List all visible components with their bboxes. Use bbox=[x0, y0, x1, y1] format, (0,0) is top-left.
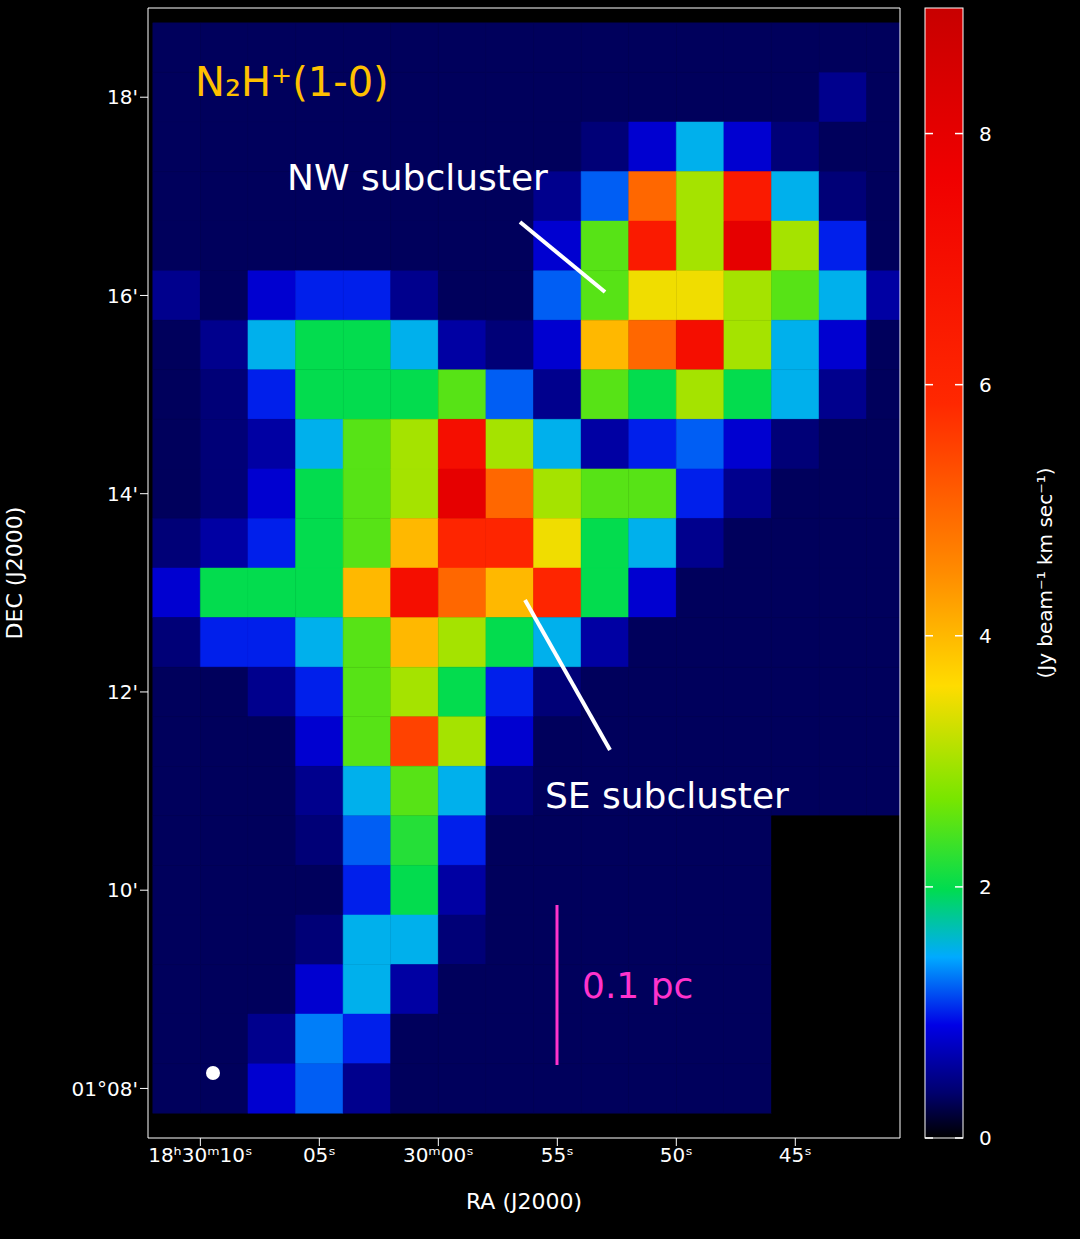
svg-text:10': 10' bbox=[107, 878, 138, 902]
svg-text:DEC (J2000): DEC (J2000) bbox=[2, 507, 27, 640]
svg-text:SE subcluster: SE subcluster bbox=[545, 775, 789, 816]
svg-text:0: 0 bbox=[979, 1126, 992, 1150]
svg-text:N₂H⁺(1-0): N₂H⁺(1-0) bbox=[195, 59, 389, 105]
svg-text:18': 18' bbox=[107, 85, 138, 109]
svg-text:18ʰ30ᵐ10ˢ: 18ʰ30ᵐ10ˢ bbox=[148, 1143, 252, 1167]
svg-text:12': 12' bbox=[107, 680, 138, 704]
svg-text:NW subcluster: NW subcluster bbox=[287, 157, 548, 198]
svg-text:50ˢ: 50ˢ bbox=[660, 1143, 693, 1167]
svg-text:RA (J2000): RA (J2000) bbox=[466, 1189, 582, 1214]
svg-text:0.1 pc: 0.1 pc bbox=[582, 965, 693, 1006]
svg-text:05ˢ: 05ˢ bbox=[303, 1143, 336, 1167]
svg-text:16': 16' bbox=[107, 284, 138, 308]
svg-text:55ˢ: 55ˢ bbox=[541, 1143, 574, 1167]
svg-text:45ˢ: 45ˢ bbox=[779, 1143, 812, 1167]
svg-text:4: 4 bbox=[979, 624, 992, 648]
svg-text:2: 2 bbox=[979, 875, 992, 899]
svg-text:30ᵐ00ˢ: 30ᵐ00ˢ bbox=[403, 1143, 474, 1167]
svg-text:8: 8 bbox=[979, 122, 992, 146]
svg-text:(Jy beam⁻¹ km sec⁻¹): (Jy beam⁻¹ km sec⁻¹) bbox=[1033, 467, 1057, 678]
svg-text:14': 14' bbox=[107, 482, 138, 506]
svg-text:6: 6 bbox=[979, 373, 992, 397]
svg-text:01°08': 01°08' bbox=[72, 1077, 138, 1101]
